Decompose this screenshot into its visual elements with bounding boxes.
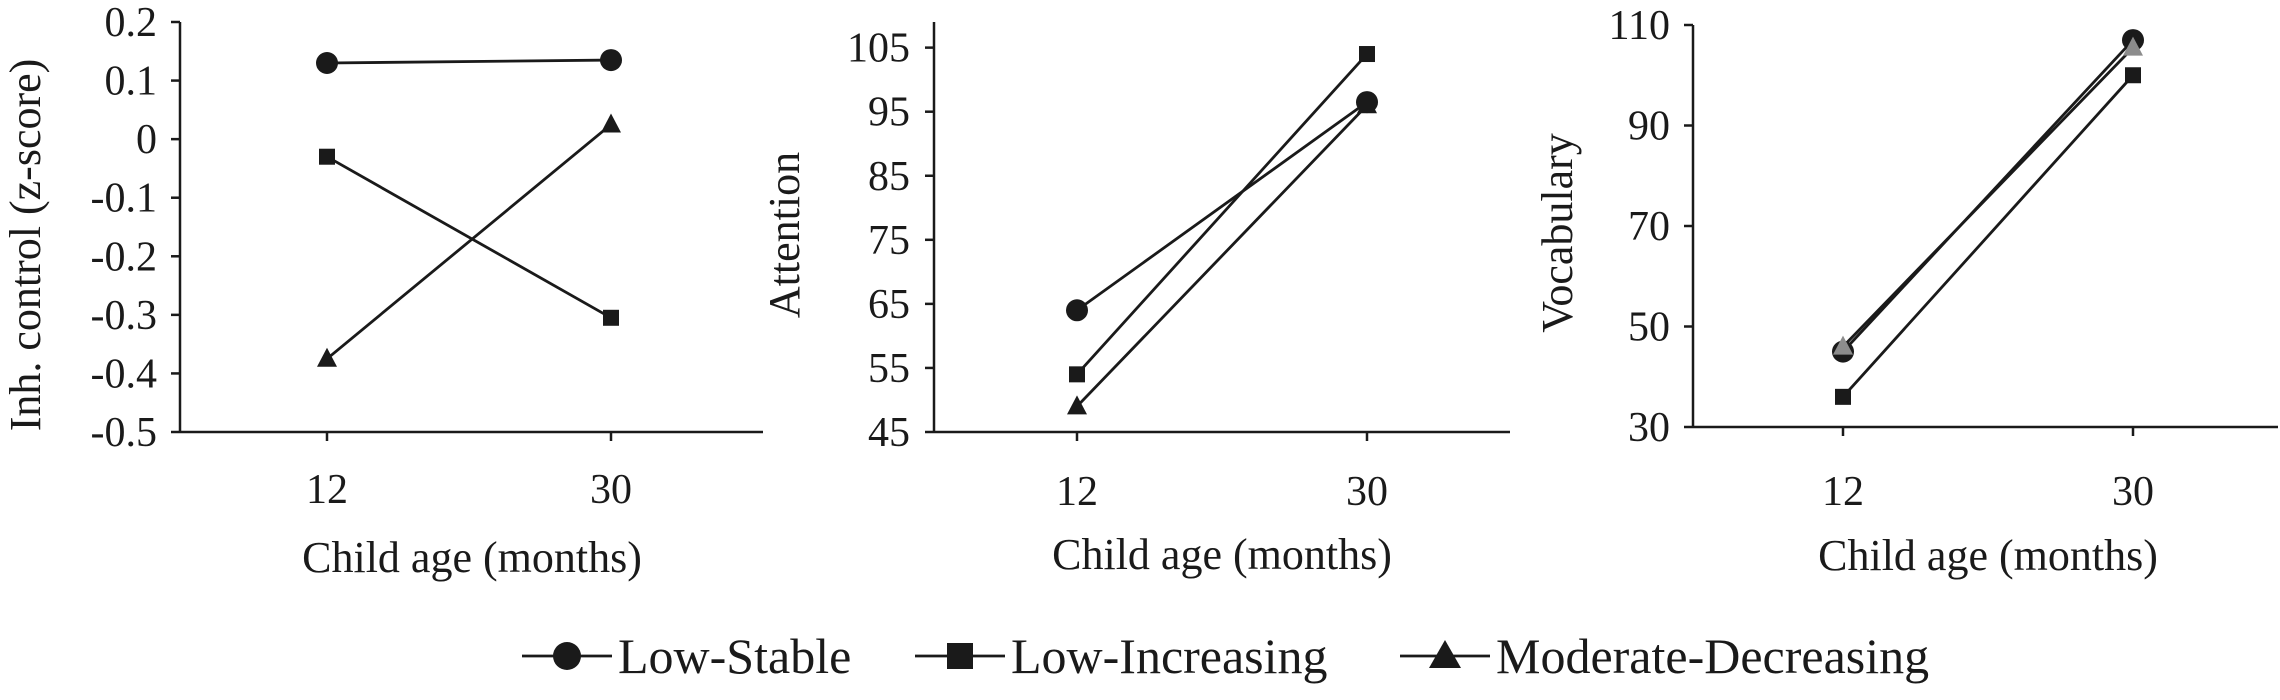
x-axis-title: Child age (months) xyxy=(1052,530,1392,579)
y-tick-label: -0.2 xyxy=(91,234,158,280)
series-line-moderate-decreasing xyxy=(1841,46,2135,348)
y-tick-label: 70 xyxy=(1628,204,1670,250)
data-point-low-increasing xyxy=(1835,388,1851,405)
triangle-marker-icon xyxy=(1429,640,1461,668)
data-point-moderate-decreasing xyxy=(1357,94,1377,114)
y-axis-title: Vocabulary xyxy=(1533,133,1582,333)
y-tick-label: 75 xyxy=(868,218,910,264)
legend-label: Low-Stable xyxy=(618,628,851,684)
legend-item-moderate-decreasing: Moderate-Decreasing xyxy=(1400,628,1929,684)
series-line-low-increasing xyxy=(1841,74,2135,398)
x-axis-title: Child age (months) xyxy=(1818,531,2158,580)
legend: Low-Stable Low-Increasing Moderate-Decre… xyxy=(522,628,1929,684)
series-line-moderate-decreasing xyxy=(1075,104,1369,408)
y-tick-label: 65 xyxy=(868,282,910,328)
series-line-low-increasing xyxy=(1075,53,1369,376)
y-tick-label: 90 xyxy=(1628,104,1670,150)
x-tick-label: 30 xyxy=(1346,469,1388,515)
y-tick-label: 95 xyxy=(868,90,910,136)
y-tick-label: -0.5 xyxy=(91,410,158,456)
y-tick-label: 0.2 xyxy=(105,0,158,46)
data-point-moderate-decreasing xyxy=(317,347,337,367)
y-tick-label: 85 xyxy=(868,154,910,200)
y-tick-label: 30 xyxy=(1628,405,1670,451)
data-point-low-increasing xyxy=(603,309,619,326)
data-point-moderate-decreasing xyxy=(2123,36,2143,56)
data-point-low-stable xyxy=(316,52,338,74)
square-marker-icon xyxy=(947,643,973,669)
data-point-low-stable xyxy=(1066,299,1088,322)
y-tick-label: -0.3 xyxy=(91,293,158,339)
chart-panel-attention: Attention Child age (months) 12 30 105 95… xyxy=(760,22,1510,579)
chart-panel-vocabulary: Vocabulary Child age (months) 12 30 110 9… xyxy=(1533,3,2278,580)
x-tick-label: 12 xyxy=(1056,469,1098,515)
x-tick-label: 30 xyxy=(2112,469,2154,515)
legend-label: Moderate-Decreasing xyxy=(1496,628,1929,684)
y-tick-label: -0.4 xyxy=(91,351,158,397)
circle-marker-icon xyxy=(553,642,581,670)
x-tick-label: 12 xyxy=(1822,469,1864,515)
y-tick-label: 55 xyxy=(868,346,910,392)
y-tick-label: 50 xyxy=(1628,305,1670,351)
x-tick-label: 12 xyxy=(306,467,348,513)
y-tick-label: 0.1 xyxy=(105,59,158,105)
y-tick-label: -0.1 xyxy=(91,176,158,222)
y-tick-label: 110 xyxy=(1609,3,1670,49)
data-point-moderate-decreasing xyxy=(601,113,621,133)
series-line-moderate-decreasing xyxy=(326,123,612,360)
series-line-low-stable xyxy=(326,58,612,65)
data-point-low-increasing xyxy=(1359,46,1375,63)
data-point-low-increasing xyxy=(2125,67,2141,84)
y-tick-label: 45 xyxy=(868,410,910,456)
chart-panel-inh-control: Inh. control (z-score) Child age (months… xyxy=(1,0,763,582)
x-tick-label: 30 xyxy=(590,467,632,513)
series-line-low-increasing xyxy=(326,155,612,320)
data-point-low-stable xyxy=(600,49,622,72)
x-axis-title: Child age (months) xyxy=(302,533,642,582)
legend-item-low-increasing: Low-Increasing xyxy=(915,628,1328,684)
y-axis-title: Attention xyxy=(760,152,809,318)
data-point-low-increasing xyxy=(1069,366,1085,383)
y-axis-title: Inh. control (z-score) xyxy=(1,59,50,432)
legend-label: Low-Increasing xyxy=(1011,628,1328,684)
y-tick-label: 105 xyxy=(847,26,910,72)
y-tick-label: 0 xyxy=(136,117,157,163)
data-point-moderate-decreasing xyxy=(1067,395,1087,415)
legend-item-low-stable: Low-Stable xyxy=(522,628,851,684)
series-line-low-stable xyxy=(1076,100,1368,312)
data-point-moderate-decreasing xyxy=(1833,335,1853,355)
data-point-low-increasing xyxy=(319,148,335,165)
